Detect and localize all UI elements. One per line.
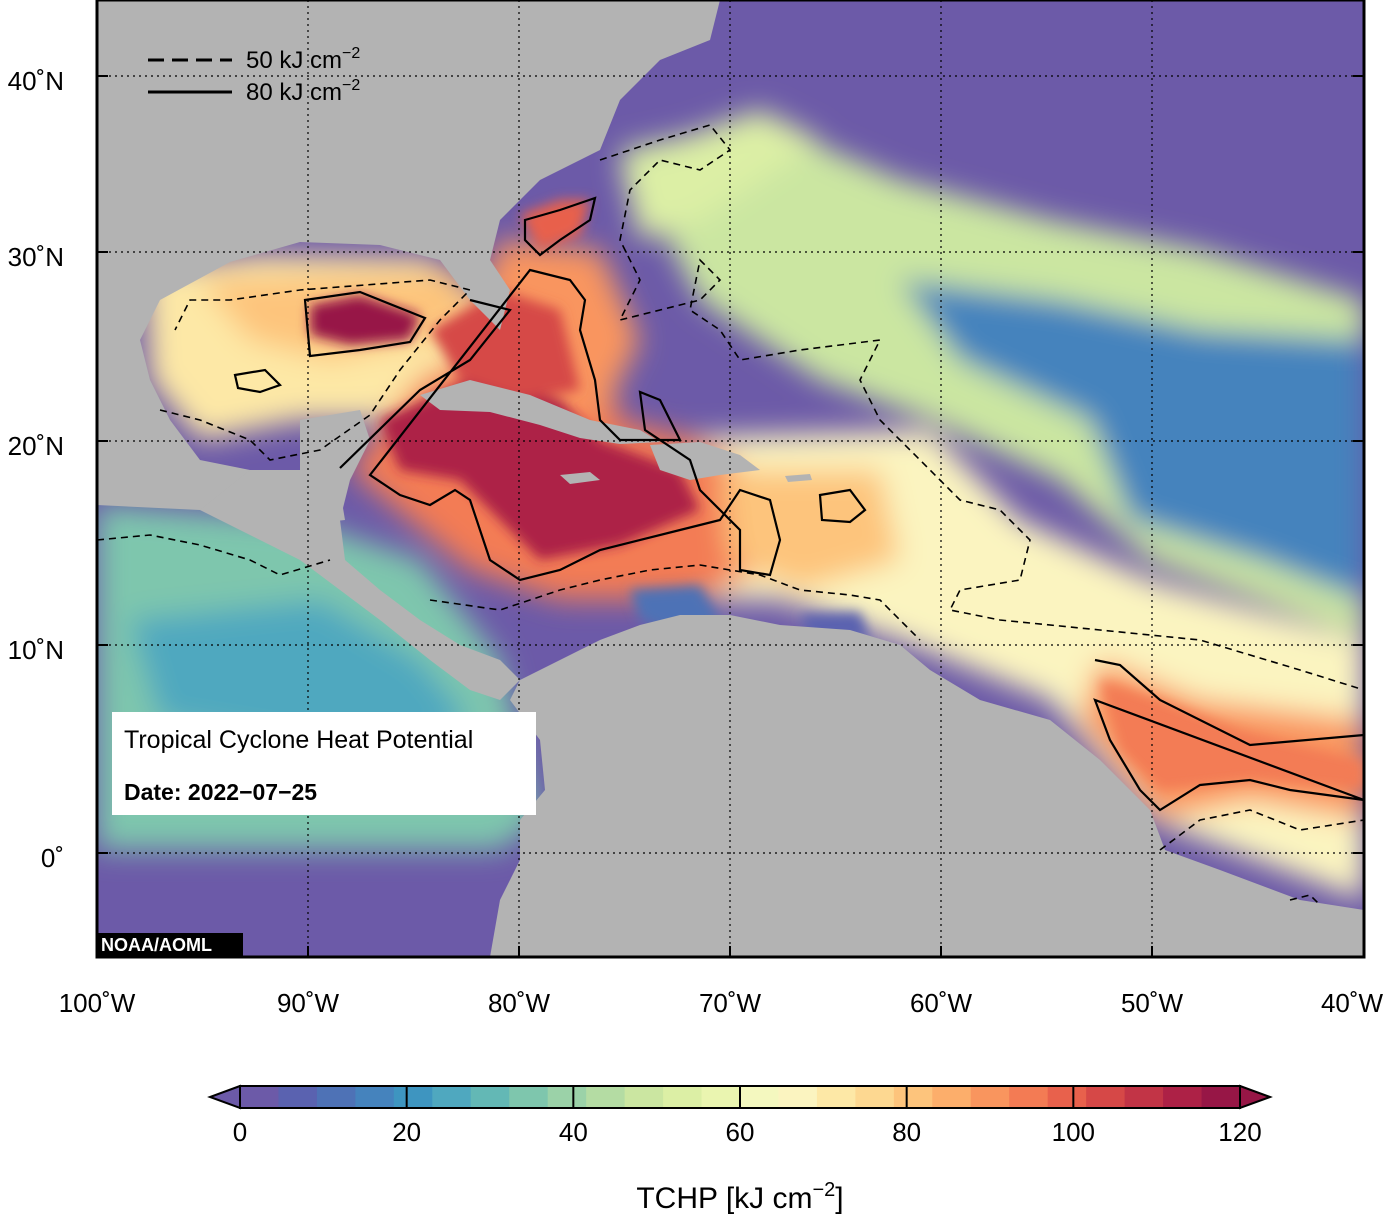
land-jamaica <box>560 472 600 484</box>
colorbar-cell <box>740 1086 780 1108</box>
lat-label-30: 30˚N <box>8 242 64 272</box>
colorbar-tick-label: 120 <box>1218 1117 1261 1147</box>
colorbar-cell <box>1009 1086 1049 1108</box>
lon-label-90: 90˚W <box>277 988 340 1018</box>
colorbar-cell <box>1086 1086 1126 1108</box>
colorbar-cell <box>355 1086 395 1108</box>
tick-marks <box>97 75 1364 957</box>
colorbar-cell <box>586 1086 626 1108</box>
colorbar-tick-label: 80 <box>892 1117 921 1147</box>
colorbar-cell <box>1047 1086 1087 1108</box>
credit-badge: NOAA/AOML <box>97 933 243 957</box>
colorbar-cell <box>509 1086 549 1108</box>
map-panel <box>97 0 1364 957</box>
contour-50-gulf <box>159 279 472 461</box>
contour-80-gulfstream <box>523 196 597 257</box>
contour-50-atlantic <box>599 124 1364 691</box>
colorbar-tick-label: 60 <box>726 1117 755 1147</box>
land-south-america <box>490 615 1364 957</box>
colorbar-cell <box>316 1086 356 1108</box>
colorbar-cell <box>1201 1086 1241 1108</box>
land-cuba <box>420 380 660 444</box>
info-box-bg <box>112 712 536 815</box>
credit-text: NOAA/AOML <box>101 935 212 955</box>
colorbar-ticks: 0 20 40 60 80 100 120 <box>233 1086 1262 1147</box>
lon-label-80: 80˚W <box>488 988 551 1018</box>
contour-50-south <box>1159 809 1364 906</box>
core-nw-caribbean <box>380 380 700 560</box>
colorbar-cell <box>970 1086 1010 1108</box>
colorbar-label-exp: −2 <box>812 1179 835 1201</box>
info-box-title: Tropical Cyclone Heat Potential <box>124 726 473 754</box>
contours <box>233 196 1364 812</box>
colorbar-cell <box>1124 1086 1164 1108</box>
contour-legend: 50 kJ cm−2 80 kJ cm−2 <box>148 45 360 106</box>
contour-80-nbc <box>1093 658 1364 812</box>
lon-label-70: 70˚W <box>699 988 762 1018</box>
legend-dashed-exp: −2 <box>342 45 360 62</box>
credit-bg <box>97 933 243 957</box>
colorbar-cell <box>470 1086 510 1108</box>
land-puerto-rico <box>785 474 812 482</box>
lon-label-60: 60˚W <box>910 988 973 1018</box>
field-central-blue <box>900 280 1364 600</box>
colorbar-left-arrow <box>207 1084 241 1110</box>
colorbar-cell <box>893 1086 933 1108</box>
colorbar: 0 20 40 60 80 100 120 TCHP [kJ cm−2] <box>207 1084 1273 1215</box>
colorbar-cell <box>701 1086 741 1108</box>
legend-solid-exp: −2 <box>342 77 360 94</box>
colorbar-cell <box>278 1086 318 1108</box>
colorbar-cell <box>624 1086 664 1108</box>
land-north-america <box>97 0 720 525</box>
colorbar-tick-label: 0 <box>233 1117 247 1147</box>
core-loop-current <box>310 295 420 345</box>
colorbar-right-arrow <box>1239 1084 1273 1110</box>
field-northwest <box>620 110 820 240</box>
graticule <box>97 0 1364 957</box>
core-florida <box>430 290 580 400</box>
lat-labels: 40˚N 30˚N 20˚N 10˚N 0˚ <box>8 66 64 873</box>
colorbar-cell <box>663 1086 703 1108</box>
field-eastcarib <box>720 470 900 590</box>
colorbar-label-close: ] <box>835 1182 843 1215</box>
land-yucatan-centralamerica <box>200 410 520 700</box>
legend-solid-label: 80 kJ cm−2 <box>246 77 360 106</box>
legend-dashed-label: 50 kJ cm−2 <box>246 45 360 74</box>
info-box-date: Date: 2022−07−25 <box>124 779 317 805</box>
contour-80-east <box>818 488 867 524</box>
colorbar-cell <box>240 1086 280 1108</box>
colorbar-cell <box>432 1086 472 1108</box>
colorbar-cell <box>1163 1086 1203 1108</box>
colorbar-tick-label: 20 <box>392 1117 421 1147</box>
colorbar-cell <box>816 1086 856 1108</box>
colorbar-cell <box>932 1086 972 1108</box>
contour-50-epac <box>97 534 331 576</box>
info-box: Tropical Cyclone Heat Potential Date: 20… <box>112 712 536 815</box>
colorbar-tick-label: 100 <box>1052 1117 1095 1147</box>
lat-label-40: 40˚N <box>8 66 64 96</box>
contour-80-caribbean <box>339 268 782 582</box>
lon-labels: 100˚W 90˚W 80˚W 70˚W 60˚W 50˚W 40˚W <box>59 988 1384 1018</box>
colorbar-cells <box>240 1086 1241 1108</box>
lon-label-50: 50˚W <box>1121 988 1184 1018</box>
contour-80-gulfcore <box>233 368 283 394</box>
lat-label-20: 20˚N <box>8 431 64 461</box>
tchp-cores <box>310 200 1364 790</box>
core-gulfstream <box>520 200 590 250</box>
lat-label-10: 10˚N <box>8 635 64 665</box>
colorbar-label: TCHP [kJ cm−2] <box>636 1179 843 1215</box>
colorbar-cell <box>855 1086 895 1108</box>
lat-label-0: 0˚ <box>41 843 64 873</box>
colorbar-cell <box>547 1086 587 1108</box>
colorbar-tick-label: 40 <box>559 1117 588 1147</box>
colorbar-cell <box>393 1086 433 1108</box>
land <box>97 0 1364 957</box>
lon-label-100: 100˚W <box>59 988 136 1018</box>
contour-80-loop <box>303 290 427 358</box>
lon-label-40: 40˚W <box>1321 988 1384 1018</box>
colorbar-cell <box>778 1086 818 1108</box>
